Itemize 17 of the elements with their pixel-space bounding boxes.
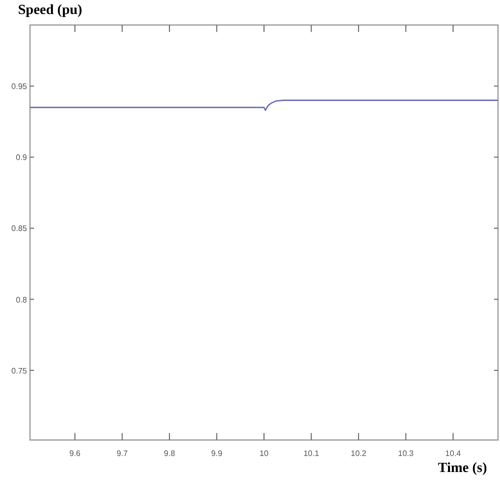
x-axis-title: Time (s) xyxy=(438,461,488,476)
x-tick-label: 10.4 xyxy=(445,449,462,458)
x-tick-label: 9.6 xyxy=(69,449,82,458)
x-tick-label: 10.2 xyxy=(350,449,367,458)
x-tick-label: 10.3 xyxy=(398,449,414,458)
y-tick-label: 0.95 xyxy=(11,82,28,92)
y-axis-title: Speed (pu) xyxy=(18,3,83,18)
line-series xyxy=(29,100,499,111)
y-tick-label: 0.85 xyxy=(11,224,28,234)
y-tick-label: 0.9 xyxy=(16,153,28,162)
x-tick-label: 10 xyxy=(260,449,269,458)
y-tick-label: 0.75 xyxy=(11,366,28,376)
x-tick-label: 9.7 xyxy=(116,449,128,458)
y-tick-label: 0.8 xyxy=(16,295,28,304)
x-tick-label: 9.9 xyxy=(211,449,223,458)
x-tick-label: 9.8 xyxy=(164,449,176,458)
x-tick-label: 10.1 xyxy=(303,449,320,458)
